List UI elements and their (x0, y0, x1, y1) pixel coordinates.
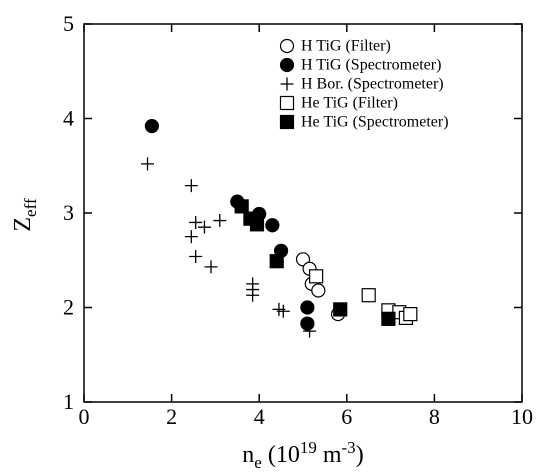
x-tick-label: 8 (429, 404, 440, 429)
legend-label: H TiG (Filter) (301, 38, 391, 55)
point (141, 157, 155, 171)
y-tick-label: 1 (63, 389, 74, 414)
y-tick-label: 4 (63, 106, 74, 131)
point (184, 230, 198, 244)
legend-label: H Bor. (Spectrometer) (301, 76, 444, 93)
point (265, 218, 280, 233)
x-tick-label: 2 (166, 404, 177, 429)
y-tick-label: 3 (63, 200, 74, 225)
point (311, 283, 326, 298)
point (276, 304, 290, 318)
point (204, 260, 218, 274)
point (269, 254, 284, 269)
x-label-part: (10 (262, 442, 300, 468)
legend-marker (279, 114, 295, 130)
y-label-part: Z (10, 217, 36, 232)
point (144, 118, 159, 134)
point (300, 316, 315, 331)
point (333, 302, 348, 317)
point (184, 179, 198, 193)
legend-marker (280, 77, 294, 91)
point (303, 324, 317, 338)
x-tick-label: 10 (511, 404, 533, 429)
legend-marker (279, 38, 295, 54)
point (381, 311, 396, 326)
x-label-sub: e (254, 453, 262, 472)
point (309, 269, 324, 284)
point (189, 249, 203, 263)
x-label-sup: 19 (300, 438, 317, 457)
x-label-part: n (242, 442, 254, 468)
legend-label: H TiG (Spectrometer) (301, 57, 441, 74)
x-label-part: ) (356, 442, 364, 468)
y-tick-label: 2 (63, 295, 74, 320)
legend-marker (279, 95, 295, 111)
x-label-sup: -3 (342, 438, 356, 457)
y-label-sub: eff (21, 198, 40, 217)
x-tick-label: 4 (254, 404, 265, 429)
point (300, 300, 315, 315)
x-label-part: m (317, 442, 342, 468)
legend-label: He TiG (Spectrometer) (301, 114, 449, 131)
x-tick-label: 0 (79, 404, 90, 429)
point (234, 199, 249, 214)
point (246, 288, 260, 302)
y-tick-label: 5 (63, 11, 74, 36)
legend-marker (279, 57, 295, 73)
point (403, 307, 418, 322)
y-axis-label: Zeff (10, 198, 40, 232)
point (361, 288, 376, 303)
point (213, 214, 227, 228)
legend-label: He TiG (Filter) (301, 95, 398, 112)
point (189, 215, 203, 229)
point (197, 220, 211, 234)
x-tick-label: 6 (341, 404, 352, 429)
x-axis-label: ne (1019 m-3) (242, 438, 363, 472)
point (249, 217, 265, 232)
